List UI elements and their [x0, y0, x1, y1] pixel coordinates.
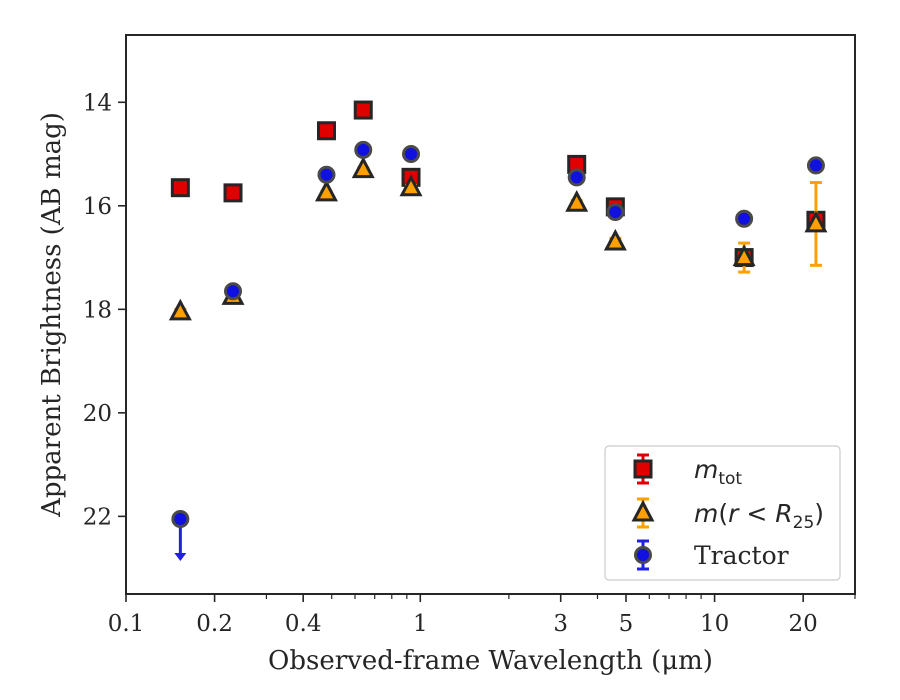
- data-point: [806, 156, 825, 175]
- series-circle: [171, 140, 825, 561]
- y-tick-label: 16: [83, 194, 112, 220]
- data-point: [314, 179, 338, 202]
- y-tick-label: 18: [83, 297, 112, 323]
- x-axis: 0.1 0.2 0.4 1 3 5 10 20: [108, 594, 856, 637]
- data-point: [567, 168, 586, 187]
- data-point: [317, 165, 336, 184]
- legend-marker: [634, 546, 652, 564]
- x-tick-label: 3: [553, 611, 568, 637]
- x-tick-label: 0.2: [196, 611, 233, 637]
- data-point: [565, 190, 589, 212]
- data-point: [170, 178, 190, 198]
- data-point: [732, 244, 756, 267]
- x-tick-label: 20: [789, 611, 818, 637]
- data-point: [399, 174, 423, 197]
- x-tick-label: 0.4: [285, 611, 322, 637]
- data-point: [354, 140, 373, 159]
- data-point: [224, 282, 243, 301]
- legend-box: [604, 445, 841, 581]
- axes-frame: [125, 34, 856, 595]
- series-square: [170, 100, 826, 268]
- legend-entry: mtot: [633, 453, 742, 489]
- data-point: [735, 209, 754, 228]
- y-axis: 14 16 18 20 22: [83, 90, 126, 530]
- y-tick-label: 22: [83, 504, 112, 530]
- series-triangle: [168, 156, 828, 321]
- legend-marker: [631, 499, 655, 522]
- y-axis-label: Apparent Brightness (AB mag): [37, 112, 67, 518]
- data-point: [804, 210, 828, 233]
- legend-label: mtot: [694, 455, 742, 489]
- legend-marker: [633, 459, 653, 479]
- data-point: [171, 509, 190, 528]
- y-tick-label: 20: [83, 401, 112, 427]
- legend: mtot m(r < R25) Tractor: [604, 445, 841, 581]
- plot-area: [168, 100, 828, 561]
- data-point: [168, 298, 192, 321]
- data-point: [316, 121, 336, 141]
- x-tick-label: 10: [700, 611, 729, 637]
- data-point: [603, 228, 627, 251]
- x-tick-label: 0.1: [108, 611, 145, 637]
- data-point: [223, 183, 243, 203]
- legend-label: m(r < R25): [694, 499, 824, 533]
- legend-label: Tractor: [694, 541, 789, 570]
- y-tick-label: 14: [83, 90, 112, 116]
- data-point: [402, 145, 421, 164]
- legend-entry: Tractor: [634, 539, 789, 571]
- x-tick-label: 1: [413, 611, 428, 637]
- data-point: [606, 203, 625, 222]
- data-point: [351, 156, 375, 179]
- x-axis-label: Observed-frame Wavelength (μm): [268, 646, 713, 676]
- upper-limit-arrowhead: [174, 552, 187, 561]
- x-tick-label: 5: [619, 611, 634, 637]
- data-point: [353, 100, 373, 120]
- legend-entry: m(r < R25): [631, 497, 824, 533]
